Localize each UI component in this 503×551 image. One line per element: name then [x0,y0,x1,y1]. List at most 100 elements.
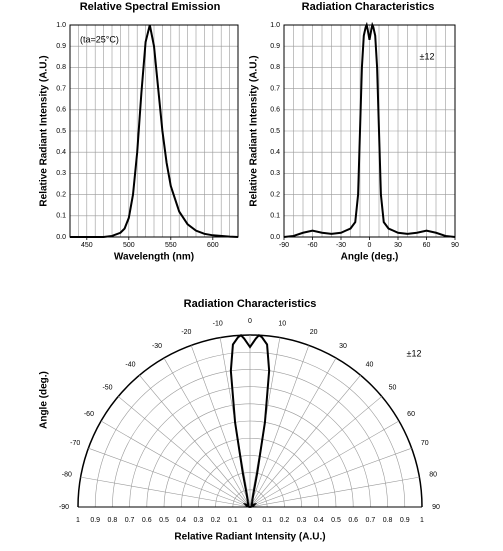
chart-title: Radiation Characteristics [184,298,317,310]
angle-tick-label: 50 [389,384,397,391]
r-tick-label: 0.7 [125,517,135,524]
y-tick-label: 0.6 [270,107,280,114]
grid-spoke [249,476,420,508]
x-axis-label: Relative Radiant Intensity (A.U.) [174,532,325,543]
y-tick-label: 0.7 [56,85,66,92]
annotation: ±12 [407,348,422,358]
angle-tick-label: -50 [102,384,112,391]
angle-tick-label: -40 [125,361,135,368]
y-tick-label: 0.0 [56,234,66,241]
grid-spoke [249,375,361,508]
y-tick-label: 0.7 [270,85,280,92]
y-axis-label: Angle (deg.) [39,371,50,429]
chart-title: Radiation Characteristics [302,1,435,13]
r-tick-label: 0.8 [108,517,118,524]
angle-tick-label: 90 [432,504,440,511]
y-tick-label: 0.5 [270,128,280,135]
r-tick-label: 0.3 [297,517,307,524]
y-tick-label: 0.5 [56,128,66,135]
r-tick-label: 0 [248,517,252,524]
x-tick-label: 500 [123,242,135,249]
angle-tick-label: -70 [70,440,80,447]
angle-tick-label: -90 [59,504,69,511]
y-tick-label: 0.9 [56,43,66,50]
y-axis-label: Relative Radiant Intensity (A.U.) [39,55,50,206]
angle-tick-label: -20 [181,329,191,336]
y-tick-label: 0.0 [270,234,280,241]
r-tick-label: 0.1 [262,517,272,524]
grid-spoke [163,357,251,508]
y-tick-label: 0.1 [270,213,280,220]
r-tick-label: 0.3 [194,517,204,524]
x-tick-label: 550 [165,242,177,249]
y-tick-label: 0.8 [270,64,280,71]
r-tick-label: 0.2 [211,517,221,524]
y-tick-label: 0.2 [270,191,280,198]
angle-tick-label: -80 [62,472,72,479]
angle-tick-label: 10 [278,321,286,328]
angle-tick-label: -60 [84,411,94,418]
grid-spoke [118,396,251,508]
y-tick-label: 0.3 [56,170,66,177]
x-tick-label: 600 [207,242,219,249]
r-tick-label: 0.8 [383,517,393,524]
r-tick-label: 0.7 [366,517,376,524]
r-tick-label: 0.6 [348,517,358,524]
grid-spoke [249,420,400,508]
angle-tick-label: 20 [310,329,318,336]
r-tick-label: 0.9 [90,517,100,524]
x-tick-label: -90 [279,242,289,249]
y-tick-label: 0.8 [56,64,66,71]
angle-tick-label: -30 [152,343,162,350]
grid-spoke [249,447,412,508]
angle-tick-label: 70 [421,440,429,447]
y-tick-label: 0.2 [56,191,66,198]
r-tick-label: 0.4 [314,517,324,524]
r-tick-label: 0.5 [331,517,341,524]
y-tick-label: 0.4 [270,149,280,156]
grid-spoke [249,345,310,508]
r-tick-label: 0.5 [159,517,169,524]
r-tick-label: 1 [420,517,424,524]
plot-frame [283,24,456,238]
r-tick-label: 0.1 [228,517,238,524]
grid-spoke [100,420,251,508]
grid-spoke [249,357,337,508]
x-tick-label: 450 [81,242,93,249]
angle-tick-label: 80 [429,472,437,479]
x-tick-label: 30 [394,242,402,249]
r-tick-label: 0.6 [142,517,152,524]
r-tick-label: 1 [76,517,80,524]
data-line [283,21,456,238]
angle-tick-label: -10 [213,321,223,328]
x-axis-label: Wavelength (nm) [114,252,194,263]
x-tick-label: -60 [307,242,317,249]
y-tick-label: 0.4 [56,149,66,156]
y-tick-label: 0.3 [270,170,280,177]
r-tick-label: 0.9 [400,517,410,524]
y-axis-label: Relative Radiant Intensity (A.U.) [249,55,260,206]
annotation: ±12 [420,51,435,61]
x-tick-label: 90 [451,242,459,249]
y-tick-label: 0.6 [56,107,66,114]
grid-spoke [190,345,251,508]
x-axis-label: Angle (deg.) [341,252,399,263]
y-tick-label: 0.1 [56,213,66,220]
angle-tick-label: 0 [248,318,252,325]
grid-spoke [80,476,251,508]
grid-spoke [88,447,251,508]
grid-spoke [139,375,251,508]
y-tick-label: 0.9 [270,43,280,50]
r-tick-label: 0.2 [280,517,290,524]
angle-tick-label: 30 [339,343,347,350]
x-tick-label: 0 [368,242,372,249]
grid-spoke [249,396,382,508]
r-tick-label: 0.4 [176,517,186,524]
annotation: (ta=25°C) [80,34,119,44]
x-tick-label: 60 [423,242,431,249]
angle-tick-label: 60 [407,411,415,418]
plot-frame [69,24,239,238]
data-line [229,333,271,508]
chart-title: Relative Spectral Emission [80,1,221,13]
